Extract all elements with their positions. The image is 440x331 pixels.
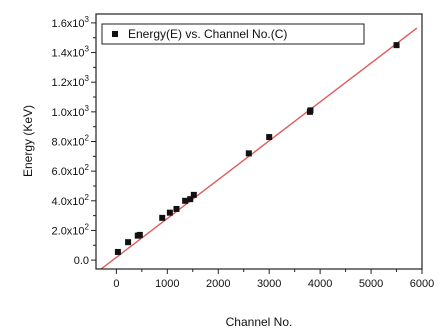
fit-line (100, 27, 418, 269)
data-point (136, 231, 143, 238)
y-tick-label: 2.0x102 (52, 222, 90, 237)
y-tick-label: 1.0x103 (52, 104, 90, 119)
y-tick-label: 1.2x103 (52, 74, 90, 89)
y-tick-label: 1.6x103 (52, 15, 90, 30)
y-tick-label: 8.0x102 (52, 134, 90, 149)
y-tick-label: 6.0x102 (52, 163, 90, 178)
data-point (114, 248, 121, 255)
data-point (266, 134, 273, 141)
data-point (125, 239, 132, 246)
data-point (166, 209, 173, 216)
legend-marker (112, 31, 118, 37)
y-axis-title: Energy (KeV) (21, 105, 35, 177)
plot-frame (95, 13, 423, 270)
x-tick-label: 4000 (308, 278, 332, 290)
x-tick-label: 1000 (155, 278, 179, 290)
data-point (159, 214, 166, 221)
data-point (245, 150, 252, 157)
x-tick-label: 2000 (206, 278, 230, 290)
y-tick-label: 4.0x102 (52, 193, 90, 208)
data-point (307, 107, 314, 114)
x-axis-title: Channel No. (226, 315, 293, 329)
y-tick-label: 0.0 (74, 255, 89, 267)
legend: Energy(E) vs. Channel No.(C) (101, 23, 365, 45)
x-tick-label: 5000 (359, 278, 383, 290)
x-tick-label: 0 (113, 278, 119, 290)
data-point (187, 196, 194, 203)
legend-box (101, 23, 365, 45)
data-point (190, 191, 197, 198)
x-tick-label: 3000 (257, 278, 281, 290)
x-tick-label: 6000 (410, 278, 434, 290)
data-point (393, 42, 400, 49)
y-tick-label: 1.4x103 (52, 45, 90, 60)
data-point (173, 205, 180, 212)
legend-label: Energy(E) vs. Channel No.(C) (128, 27, 287, 41)
data-point (182, 197, 189, 204)
